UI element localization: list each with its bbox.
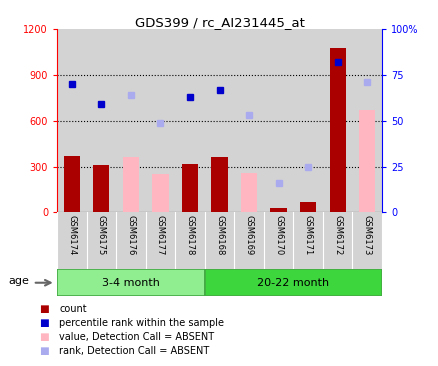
Bar xyxy=(181,164,198,212)
Text: GSM6171: GSM6171 xyxy=(303,215,312,255)
Bar xyxy=(57,269,204,296)
Text: GSM6169: GSM6169 xyxy=(244,215,253,255)
Bar xyxy=(152,174,168,212)
Text: GSM6176: GSM6176 xyxy=(126,215,135,255)
Bar xyxy=(329,48,345,212)
Text: ■: ■ xyxy=(39,346,49,356)
Bar xyxy=(299,202,315,212)
Text: GSM6174: GSM6174 xyxy=(67,215,76,255)
Text: 3-4 month: 3-4 month xyxy=(102,278,159,288)
Text: ■: ■ xyxy=(39,318,49,328)
Text: ■: ■ xyxy=(39,332,49,342)
Bar xyxy=(211,157,227,212)
Bar xyxy=(240,173,257,212)
Text: GSM6175: GSM6175 xyxy=(97,215,106,255)
Text: GSM6173: GSM6173 xyxy=(362,215,371,255)
Text: ■: ■ xyxy=(39,304,49,314)
Text: age: age xyxy=(9,276,30,286)
Text: rank, Detection Call = ABSENT: rank, Detection Call = ABSENT xyxy=(59,346,209,356)
Bar xyxy=(93,165,109,212)
Text: percentile rank within the sample: percentile rank within the sample xyxy=(59,318,224,328)
Bar xyxy=(204,269,381,296)
Text: count: count xyxy=(59,304,87,314)
Bar xyxy=(270,208,286,212)
Bar xyxy=(64,156,80,212)
Text: GSM6178: GSM6178 xyxy=(185,215,194,255)
Bar xyxy=(358,110,374,212)
Text: GSM6170: GSM6170 xyxy=(273,215,283,255)
Text: 20-22 month: 20-22 month xyxy=(257,278,328,288)
Text: value, Detection Call = ABSENT: value, Detection Call = ABSENT xyxy=(59,332,214,342)
Bar xyxy=(123,157,139,212)
Text: GSM6172: GSM6172 xyxy=(332,215,341,255)
Text: GDS399 / rc_AI231445_at: GDS399 / rc_AI231445_at xyxy=(134,16,304,30)
Text: GSM6177: GSM6177 xyxy=(155,215,165,255)
Text: GSM6168: GSM6168 xyxy=(215,215,223,255)
